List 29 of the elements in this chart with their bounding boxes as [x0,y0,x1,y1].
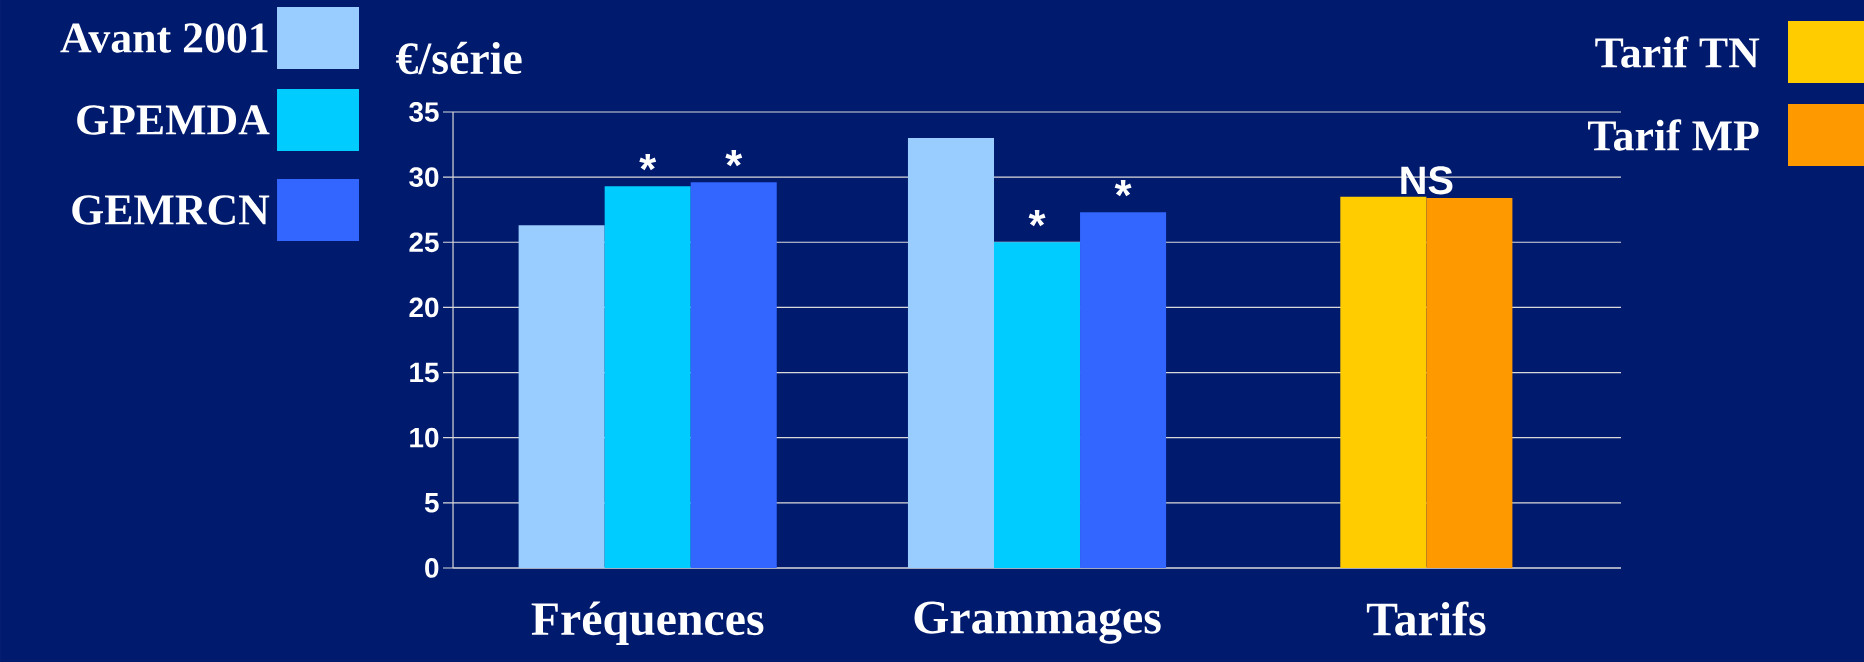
data-label: * [725,149,743,167]
bar [518,225,605,568]
legend-label: Avant 2001 [60,23,268,53]
x-tick-label: Tarifs [1366,601,1486,636]
legend-label: GEMRCN [72,195,270,225]
legend-label: Tarif MP [1588,119,1759,151]
y-axis-title: €/série [396,41,522,75]
bar [690,182,777,568]
bar [907,138,994,568]
y-tick-label: 5 [424,493,439,513]
bar [604,186,691,568]
y-tick-label: 25 [409,232,439,253]
y-tick-label: 20 [409,297,439,318]
data-label: * [1028,209,1046,227]
bar [1080,212,1167,568]
bar [1340,196,1427,568]
y-tick-label: 15 [410,362,439,383]
bar [1426,197,1513,568]
x-tick-label: Grammages [914,601,1161,644]
legend-label: Tarif TN [1595,36,1760,68]
y-tick-label: 0 [425,558,439,578]
y-tick-label: 30 [409,167,439,188]
x-tick-label: Fréquences [531,601,764,645]
data-label: * [639,153,657,171]
bar [994,242,1081,568]
y-tick-label: 35 [409,102,439,122]
y-tick-label: 10 [410,427,439,448]
data-label: * [1114,179,1132,197]
legend-label: GPEMDA [77,105,270,135]
